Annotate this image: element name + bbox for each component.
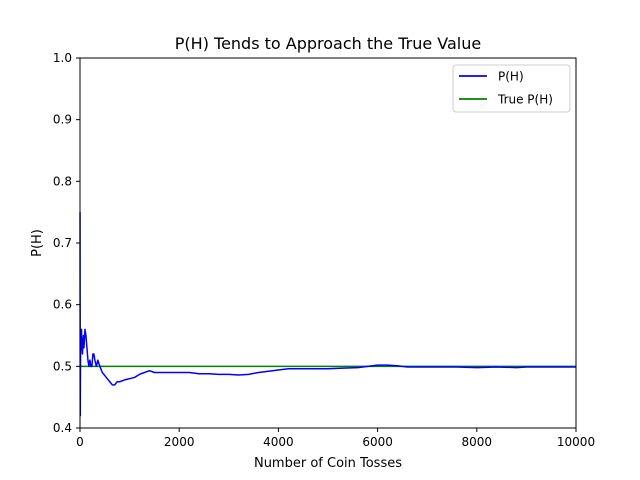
x-tick-label: 8000 [462, 435, 493, 449]
series-layer [79, 212, 576, 417]
ticks-layer: 0 2000 4000 6000 8000 10000 0.4 0.5 0.6 0.7 0.8 0.9… [53, 51, 595, 449]
x-tick-label: 6000 [362, 435, 393, 449]
legend: P(H) True P(H) [452, 64, 571, 113]
legend-label: True P(H) [497, 93, 553, 107]
y-tick-label: 0.8 [53, 174, 72, 188]
series-line-p-h [79, 212, 576, 417]
y-tick-label: 0.7 [53, 236, 72, 250]
x-tick-label: 0 [76, 435, 84, 449]
x-tick-label: 2000 [164, 435, 195, 449]
x-tick-label: 4000 [263, 435, 294, 449]
y-tick-label: 0.9 [53, 113, 72, 127]
y-tick-label: 0.4 [53, 421, 72, 435]
y-axis-label: P(H) [30, 229, 45, 257]
y-tick-label: 1.0 [53, 51, 72, 65]
x-tick-label: 10000 [557, 435, 595, 449]
plot-frame [79, 57, 577, 429]
chart-title: P(H) Tends to Approach the True Value [175, 34, 481, 53]
legend-label: P(H) [498, 70, 524, 84]
x-axis-label: Number of Coin Tosses [254, 456, 402, 471]
y-tick-label: 0.6 [53, 298, 72, 312]
y-tick-label: 0.5 [53, 359, 72, 373]
